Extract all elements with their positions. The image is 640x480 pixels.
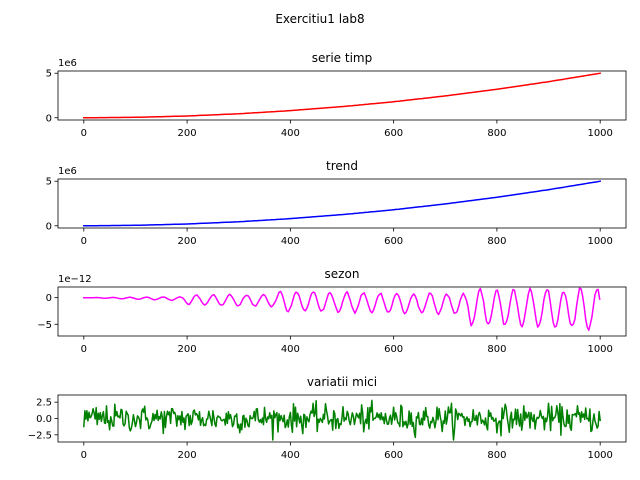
x-tick-label: 800: [487, 450, 506, 461]
axes-frame: [57, 178, 627, 229]
x-tick-label: 0: [81, 128, 87, 139]
y-tick-label: 5: [46, 177, 52, 188]
x-tick-label: 200: [178, 344, 197, 355]
x-tick-label: 400: [281, 344, 300, 355]
x-tick-label: 1000: [587, 128, 612, 139]
y-tick-label: 0: [46, 221, 52, 232]
subplot-title: variatii mici: [307, 375, 377, 389]
x-tick-label: 600: [384, 128, 403, 139]
subplot-3: sezon 0 200 400 600 800 1000 0 −5 1e−12: [37, 267, 627, 355]
subplot-title: sezon: [325, 267, 360, 281]
axis-offset-label: 1e−12: [58, 274, 92, 285]
axes-frame: [57, 70, 627, 121]
x-tick-label: 0: [81, 450, 87, 461]
x-tick-label: 400: [281, 236, 300, 247]
x-tick-label: 0: [81, 344, 87, 355]
x-tick-label: 600: [384, 236, 403, 247]
figure-title: Exercitiu1 lab8: [275, 12, 364, 26]
subplot-title: serie timp: [312, 51, 372, 65]
x-tick-label: 400: [281, 128, 300, 139]
subplots: serie timp 0 200 400 600 800 1000 0 5 1e6 trend 0 20…: [28, 51, 627, 461]
x-tick-label: 200: [178, 128, 197, 139]
x-tick-label: 600: [384, 450, 403, 461]
subplot-1: serie timp 0 200 400 600 800 1000 0 5 1e6: [46, 51, 627, 139]
y-tick-label: 5: [46, 69, 52, 80]
series-line: [83, 180, 602, 227]
x-tick-label: 800: [487, 344, 506, 355]
series-line: [82, 399, 602, 441]
subplot-4: variatii mici 0 200 400 600 800 1000 2.5 0.0 −2.5: [28, 375, 627, 461]
axis-offset-label: 1e6: [58, 58, 77, 69]
y-tick-label: 0: [46, 293, 52, 304]
y-tick-label: 0.0: [36, 414, 52, 425]
series-line: [83, 287, 601, 331]
x-tick-label: 1000: [587, 344, 612, 355]
x-tick-label: 0: [81, 236, 87, 247]
x-tick-label: 600: [384, 344, 403, 355]
x-tick-label: 200: [178, 450, 197, 461]
y-tick-label: 2.5: [36, 398, 52, 409]
x-tick-label: 1000: [587, 236, 612, 247]
x-tick-label: 800: [487, 236, 506, 247]
y-tick-label: −5: [37, 320, 52, 331]
series-line: [83, 72, 602, 119]
x-tick-label: 1000: [587, 450, 612, 461]
subplot-title: trend: [326, 159, 358, 173]
x-tick-label: 400: [281, 450, 300, 461]
y-tick-label: −2.5: [28, 430, 52, 441]
axis-offset-label: 1e6: [58, 166, 77, 177]
y-tick-label: 0: [46, 113, 52, 124]
x-tick-label: 800: [487, 128, 506, 139]
axes-frame: [57, 286, 627, 337]
subplot-2: trend 0 200 400 600 800 1000 0 5 1e6: [46, 159, 627, 247]
x-tick-label: 200: [178, 236, 197, 247]
